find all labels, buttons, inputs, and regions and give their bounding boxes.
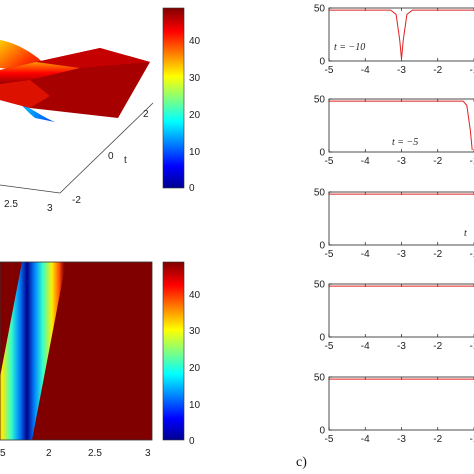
y-tick-label: 0: [319, 426, 325, 437]
x-tick-label: -5: [325, 156, 334, 167]
x-tick-label: -2: [433, 65, 442, 76]
surface-t-tick: 0: [108, 151, 114, 162]
surface-sheet-edge: [0, 62, 80, 84]
x-tick-label: -1: [470, 249, 474, 260]
colorbar-tick: 40: [189, 290, 201, 301]
x-tick-label: -3: [397, 434, 406, 445]
line-panel-4: -5 -4 -3 -2 -1 50 0: [314, 280, 474, 352]
x-tick-label: -3: [397, 249, 406, 260]
x-tick-label: -2: [433, 434, 442, 445]
colorbar-top: 40 30 20 10 0: [162, 7, 201, 194]
time-annotation: t = −10: [334, 42, 365, 53]
x-tick-label: -1: [470, 341, 474, 352]
x-tick-label: -1: [470, 156, 474, 167]
surface-t-axis-label: t: [124, 155, 127, 166]
series-line: [329, 9, 474, 59]
x-tick-label: -4: [361, 249, 370, 260]
x-tick-label: -5: [325, 249, 334, 260]
surface-sheet-top: [36, 48, 150, 68]
x-tick-label: -5: [325, 65, 334, 76]
colorbar-tick: 20: [189, 110, 201, 121]
x-tick-label: -5: [325, 341, 334, 352]
density-x-tick: 3: [145, 448, 151, 459]
x-tick-label: -4: [361, 434, 370, 445]
line-panel-5: -5 -4 -3 -2 -1 50 0: [314, 373, 474, 445]
time-annotation: t: [464, 228, 467, 239]
colorbar-gradient: [162, 261, 185, 441]
panel-frame: [328, 376, 474, 431]
y-tick-label: 50: [314, 280, 326, 291]
surface-t-tick: -2: [72, 195, 81, 206]
surface-sheet-fold: [0, 80, 50, 108]
surface-x-tick: 3: [47, 203, 53, 214]
x-tick-label: -5: [325, 434, 334, 445]
x-tick-label: -3: [397, 156, 406, 167]
colorbar-tick: 30: [189, 73, 201, 84]
line-panel-3: -5 -4 -3 -2 -1 50 0 t: [314, 188, 474, 260]
x-tick-label: -1: [470, 65, 474, 76]
surface-axis-t: [59, 102, 154, 194]
y-tick-label: 0: [319, 57, 325, 68]
density-x-tick: 2.5: [88, 448, 102, 459]
y-tick-label: 0: [319, 333, 325, 344]
density-plot: 5 2 2.5 3: [0, 261, 153, 459]
y-tick-label: 50: [314, 373, 326, 384]
x-tick-label: -4: [361, 156, 370, 167]
colorbar-tick: 10: [189, 400, 201, 411]
y-tick-label: 50: [314, 4, 326, 15]
panel-frame: [328, 283, 474, 338]
x-tick-label: -4: [361, 65, 370, 76]
colorbar-tick: 20: [189, 363, 201, 374]
panel-frame: [328, 98, 474, 153]
panel-frame: [328, 191, 474, 246]
y-tick-label: 0: [319, 148, 325, 159]
surface-plot: 2 0 t -2 2.5 3: [0, 40, 154, 214]
colorbar-tick: 0: [189, 436, 195, 447]
density-soliton-band: [0, 262, 66, 440]
line-panels: -5-4-3-2-1500t = −10-5-4-3-2-1500t = −5-…: [314, 4, 474, 445]
colorbar-tick: 40: [189, 36, 201, 47]
colorbar-tick: 30: [189, 326, 201, 337]
panel-label: c): [296, 455, 307, 470]
line-panel-2: -5 -4 -3 -2 -1 50 0 t = −5: [314, 95, 474, 167]
x-tick-label: -3: [397, 341, 406, 352]
y-tick-label: 50: [314, 95, 326, 106]
x-tick-label: -1: [470, 434, 474, 445]
density-x-tick: 2: [46, 448, 52, 459]
density-frame: [0, 261, 153, 441]
series-line: [329, 100, 473, 150]
panel-frame: [328, 7, 474, 62]
x-tick-label: -4: [361, 341, 370, 352]
x-tick-label: -2: [433, 249, 442, 260]
surface-axis-x: [0, 184, 61, 194]
x-tick-label: -2: [433, 156, 442, 167]
colorbar-tick: 10: [189, 147, 201, 158]
colorbar-gradient: [162, 7, 185, 189]
y-tick-label: 50: [314, 188, 326, 199]
y-tick-label: 0: [319, 241, 325, 252]
x-tick-label: -2: [433, 341, 442, 352]
colorbar-bottom: 40 30 20 10 0: [162, 261, 201, 447]
surface-x-tick: 2.5: [4, 199, 18, 210]
surface-t-tick: 2: [143, 109, 149, 120]
colorbar-tick: 0: [189, 183, 195, 194]
line-panel-1: -5 -4 -3 -2 -1 50 0 t = −10: [314, 4, 474, 76]
x-tick-label: -3: [397, 65, 406, 76]
density-x-tick: 5: [0, 448, 6, 459]
time-annotation: t = −5: [392, 137, 418, 148]
